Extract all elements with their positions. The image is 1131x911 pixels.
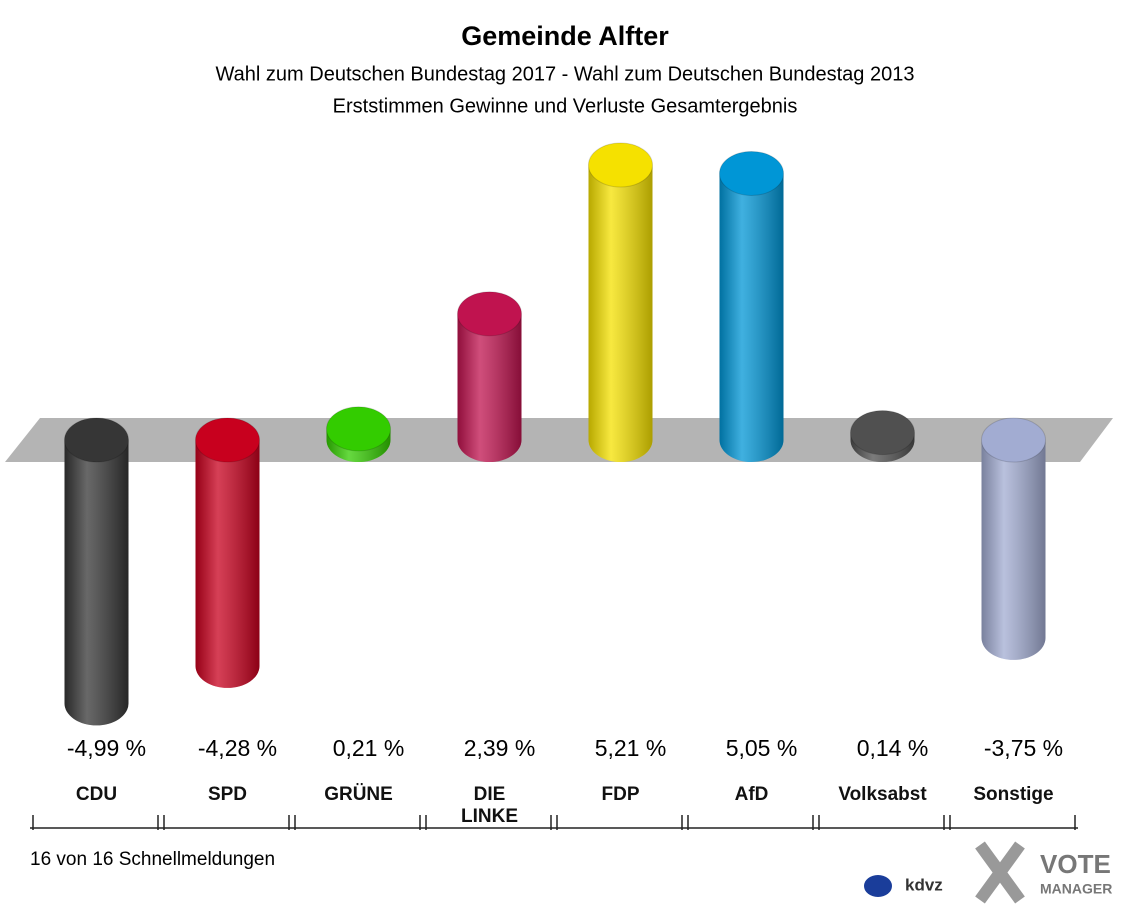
category-label: FDP	[601, 784, 640, 805]
bar-shade	[588, 165, 653, 462]
bar-cap	[64, 417, 129, 463]
logo-text: kdvz	[905, 875, 943, 894]
category-label: CDU	[75, 784, 118, 805]
chart-subtitle: Erststimmen Gewinne und Verluste Gesamte…	[333, 95, 798, 117]
baseline-band	[5, 418, 1113, 462]
category-label: Volksabst	[838, 784, 927, 805]
logo-text: VOTE	[1040, 849, 1111, 879]
category-label: Sonstige	[973, 784, 1054, 805]
category-label: AfD	[734, 784, 769, 805]
category-label: GRÜNE	[324, 784, 393, 805]
value-label: -4,28 %	[198, 735, 277, 761]
bar-cap	[588, 142, 653, 188]
bar-shade	[457, 313, 522, 462]
logo-icon	[864, 875, 892, 897]
value-label: 2,39 %	[464, 735, 536, 761]
value-label: 5,05 %	[726, 735, 798, 761]
bar-shade	[719, 173, 784, 462]
value-label: -3,75 %	[984, 735, 1063, 761]
value-label: -4,99 %	[67, 735, 146, 761]
category-label: SPD	[207, 784, 248, 805]
logo-cross	[975, 841, 1025, 904]
chart-title: Gemeinde Alfter	[461, 21, 669, 51]
value-label: 0,14 %	[857, 735, 929, 761]
bar-cap	[850, 410, 915, 456]
bar-shade	[195, 440, 260, 688]
category-label: DIE LINKE	[461, 784, 518, 827]
logo-text: MANAGER	[1040, 881, 1112, 897]
bar-cap	[195, 417, 260, 463]
value-label: 5,21 %	[595, 735, 667, 761]
footer: 16 von 16 Schnellmeldungen	[30, 849, 275, 870]
bar-shade	[64, 440, 129, 726]
bar-cap	[719, 150, 784, 196]
bar-cap	[457, 291, 522, 337]
value-label: 0,21 %	[333, 735, 405, 761]
chart-subtitle: Wahl zum Deutschen Bundestag 2017 - Wahl…	[216, 63, 915, 85]
bar-cap	[326, 406, 391, 452]
bar-cap	[981, 417, 1046, 463]
bar-shade	[981, 440, 1046, 660]
